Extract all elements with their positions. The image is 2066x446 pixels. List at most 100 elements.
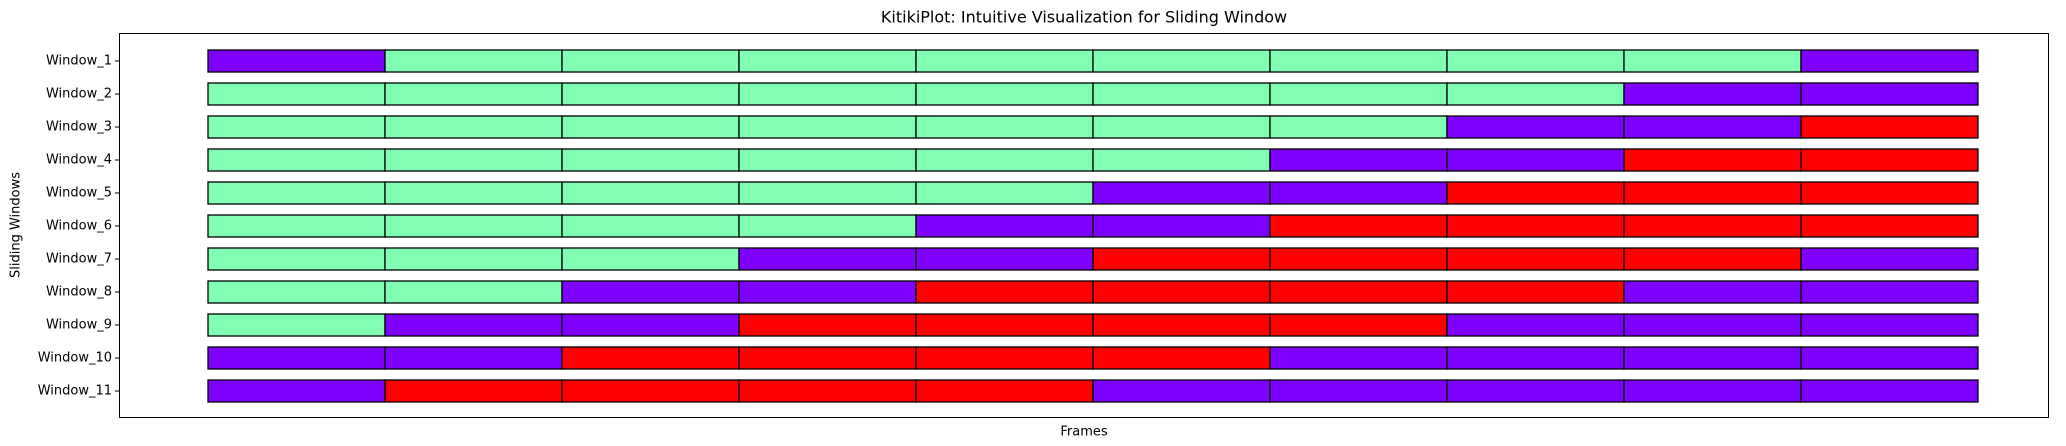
cell <box>738 181 917 205</box>
cell <box>1446 280 1625 304</box>
cell <box>1446 82 1625 106</box>
chart-title: KitikiPlot: Intuitive Visualization for … <box>881 8 1287 27</box>
cell <box>915 280 1094 304</box>
cell <box>384 346 563 370</box>
y-tick-label: Window_4 <box>46 153 112 168</box>
cell <box>561 82 740 106</box>
cell <box>738 214 917 238</box>
cell <box>1269 379 1448 403</box>
cell <box>1269 148 1448 172</box>
y-tick-label: Window_2 <box>46 87 112 102</box>
y-tick-label: Window_6 <box>46 219 112 234</box>
cell <box>1623 313 1802 337</box>
y-tick-label: Window_7 <box>46 252 112 267</box>
cell <box>384 49 563 73</box>
cell <box>1092 214 1271 238</box>
y-tick-label: Window_8 <box>46 285 112 300</box>
cell <box>1623 379 1802 403</box>
cell <box>915 379 1094 403</box>
cell <box>1269 214 1448 238</box>
cell <box>1623 346 1802 370</box>
cell <box>1269 49 1448 73</box>
cell <box>915 82 1094 106</box>
cell <box>1269 247 1448 271</box>
cell <box>1623 181 1802 205</box>
y-tick-label: Window_1 <box>46 54 112 69</box>
cell <box>1092 181 1271 205</box>
cell <box>561 115 740 139</box>
cell <box>207 247 386 271</box>
cell <box>384 379 563 403</box>
cell <box>384 181 563 205</box>
cell <box>1092 280 1271 304</box>
cell <box>1446 379 1625 403</box>
cell <box>1623 214 1802 238</box>
cell <box>561 313 740 337</box>
cell <box>915 214 1094 238</box>
cell <box>738 247 917 271</box>
cell <box>915 247 1094 271</box>
cell <box>1623 247 1802 271</box>
cell <box>1446 115 1625 139</box>
cell <box>1269 82 1448 106</box>
y-tick-label: Window_5 <box>46 186 112 201</box>
cell <box>1446 247 1625 271</box>
cell <box>1446 214 1625 238</box>
cell <box>1446 49 1625 73</box>
cell <box>207 214 386 238</box>
cell <box>561 379 740 403</box>
cell <box>1269 181 1448 205</box>
cell <box>915 313 1094 337</box>
cell <box>1092 82 1271 106</box>
cell <box>1269 346 1448 370</box>
cell <box>207 346 386 370</box>
cell <box>1092 379 1271 403</box>
cell <box>915 148 1094 172</box>
cell <box>1800 49 1979 73</box>
cell <box>561 148 740 172</box>
cell <box>915 346 1094 370</box>
cell <box>561 280 740 304</box>
cell <box>1623 115 1802 139</box>
cell <box>384 280 563 304</box>
cell <box>207 82 386 106</box>
cell <box>1092 49 1271 73</box>
cell <box>384 247 563 271</box>
cell <box>738 313 917 337</box>
cell <box>738 148 917 172</box>
cell <box>207 313 386 337</box>
cell <box>207 181 386 205</box>
cell <box>915 49 1094 73</box>
cell <box>1800 82 1979 106</box>
cell <box>738 49 917 73</box>
cell <box>1800 214 1979 238</box>
y-tick-label: Window_9 <box>46 318 112 333</box>
cell <box>738 280 917 304</box>
cell <box>561 181 740 205</box>
cell <box>1623 82 1802 106</box>
cell <box>207 115 386 139</box>
cell <box>915 115 1094 139</box>
cell <box>1800 148 1979 172</box>
cell <box>384 214 563 238</box>
y-tick-label: Window_11 <box>38 384 112 399</box>
cell <box>915 181 1094 205</box>
cell <box>384 115 563 139</box>
cell <box>1800 379 1979 403</box>
y-tick-label: Window_3 <box>46 120 112 135</box>
cell <box>1800 115 1979 139</box>
cell <box>207 148 386 172</box>
cell <box>738 82 917 106</box>
cell <box>1623 280 1802 304</box>
cell <box>207 49 386 73</box>
cell <box>561 346 740 370</box>
cell <box>561 214 740 238</box>
cell <box>1800 181 1979 205</box>
cell <box>1800 247 1979 271</box>
cell <box>561 247 740 271</box>
cell <box>1446 346 1625 370</box>
cell <box>1800 313 1979 337</box>
cell <box>1092 313 1271 337</box>
